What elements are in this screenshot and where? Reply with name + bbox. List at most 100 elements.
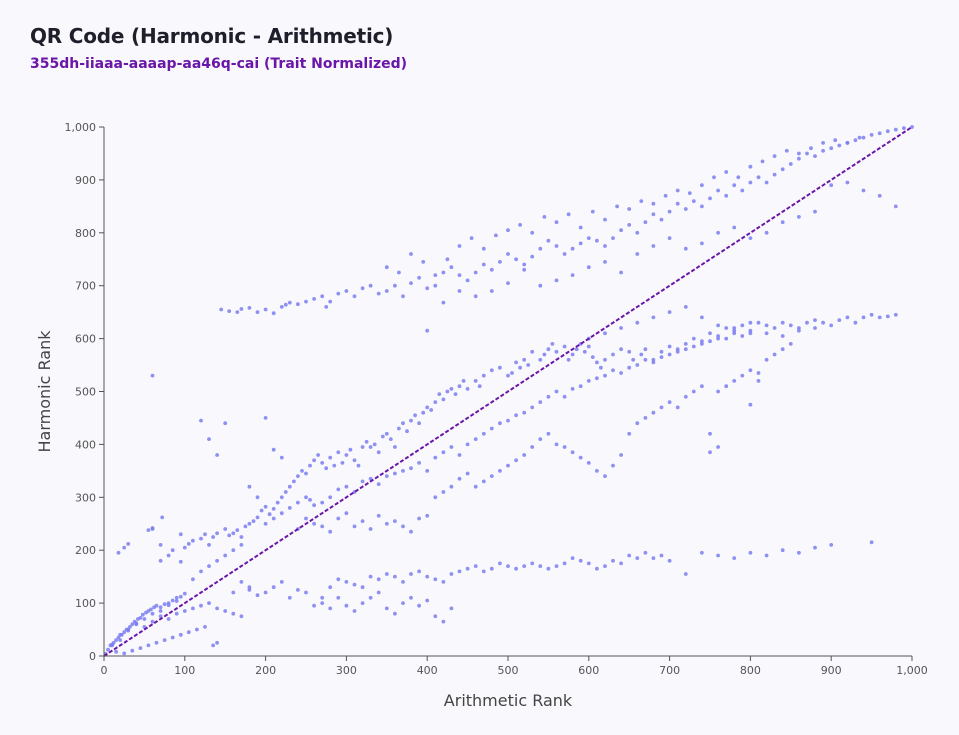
data-point <box>582 349 587 354</box>
data-point <box>138 616 143 620</box>
data-point <box>562 344 567 349</box>
data-point <box>506 228 510 233</box>
data-point <box>401 580 405 584</box>
x-tick-label: 500 <box>498 664 519 677</box>
data-point <box>376 513 381 518</box>
data-point <box>227 309 232 313</box>
data-point <box>627 349 632 354</box>
data-point <box>154 640 159 645</box>
data-point <box>457 384 462 389</box>
data-point <box>461 379 466 383</box>
data-point <box>384 289 389 293</box>
data-point <box>457 453 462 457</box>
data-point <box>384 521 389 526</box>
data-point <box>388 437 393 441</box>
data-point <box>465 387 470 391</box>
data-point <box>603 260 607 264</box>
data-point <box>320 294 325 299</box>
data-point <box>417 603 421 608</box>
data-point <box>627 431 632 436</box>
data-point <box>643 220 648 225</box>
data-point <box>255 310 260 314</box>
data-point <box>215 558 220 563</box>
data-point <box>538 564 543 568</box>
data-point <box>457 569 462 574</box>
data-point <box>538 283 543 288</box>
points-layer <box>103 125 914 656</box>
data-point <box>615 204 619 209</box>
data-point <box>166 553 171 558</box>
data-point <box>380 434 385 439</box>
data-point <box>498 421 502 426</box>
data-point <box>401 524 405 529</box>
data-point <box>530 561 535 566</box>
data-point <box>203 625 207 629</box>
data-point <box>247 585 252 590</box>
data-point <box>312 297 316 301</box>
data-point <box>861 135 866 140</box>
data-point <box>247 306 252 310</box>
data-point <box>805 151 809 156</box>
data-point <box>445 257 450 262</box>
data-point <box>223 553 228 558</box>
data-point <box>116 550 121 555</box>
data-point <box>498 260 502 264</box>
data-point <box>191 577 195 582</box>
x-tick-label: 900 <box>821 664 842 677</box>
data-point <box>687 191 692 196</box>
data-point <box>114 638 118 642</box>
data-point <box>586 379 591 383</box>
data-point <box>421 410 426 415</box>
x-tick-label: 800 <box>740 664 761 677</box>
data-point <box>639 352 644 357</box>
data-point <box>207 601 211 605</box>
data-point <box>393 611 397 616</box>
data-point <box>732 556 737 560</box>
data-point <box>368 595 373 600</box>
data-point <box>465 442 470 447</box>
data-point <box>162 638 167 642</box>
data-point <box>716 553 720 558</box>
data-point <box>421 260 426 264</box>
data-point <box>441 270 446 275</box>
data-point <box>473 270 478 275</box>
data-point <box>635 230 640 235</box>
data-point <box>619 371 623 375</box>
data-point <box>401 421 405 426</box>
data-point <box>425 574 430 579</box>
data-point <box>635 320 640 325</box>
data-point <box>578 384 583 389</box>
data-point <box>821 148 825 153</box>
data-point <box>546 238 551 243</box>
data-point <box>481 479 486 484</box>
data-point <box>263 590 268 595</box>
data-point <box>724 326 729 330</box>
data-point <box>150 619 155 624</box>
data-point <box>518 223 522 227</box>
data-point <box>384 572 389 576</box>
data-point <box>126 627 131 632</box>
data-point <box>586 344 591 349</box>
data-point <box>433 273 438 277</box>
data-point <box>700 384 704 389</box>
data-point <box>554 220 559 225</box>
data-point <box>780 320 785 325</box>
data-point <box>279 305 284 309</box>
data-point <box>797 550 801 555</box>
data-point <box>845 141 850 145</box>
data-point <box>166 603 171 608</box>
data-point <box>207 543 211 547</box>
data-point <box>595 469 599 473</box>
data-point <box>716 389 720 394</box>
data-point <box>126 542 131 546</box>
data-point <box>570 246 575 251</box>
data-point <box>829 183 834 188</box>
data-point <box>554 349 559 354</box>
data-point <box>651 357 656 362</box>
y-tick-label: 800 <box>75 227 96 240</box>
data-point <box>643 550 648 555</box>
data-point <box>469 236 474 241</box>
data-point <box>542 215 547 219</box>
data-point <box>885 129 890 134</box>
data-point <box>772 172 777 177</box>
